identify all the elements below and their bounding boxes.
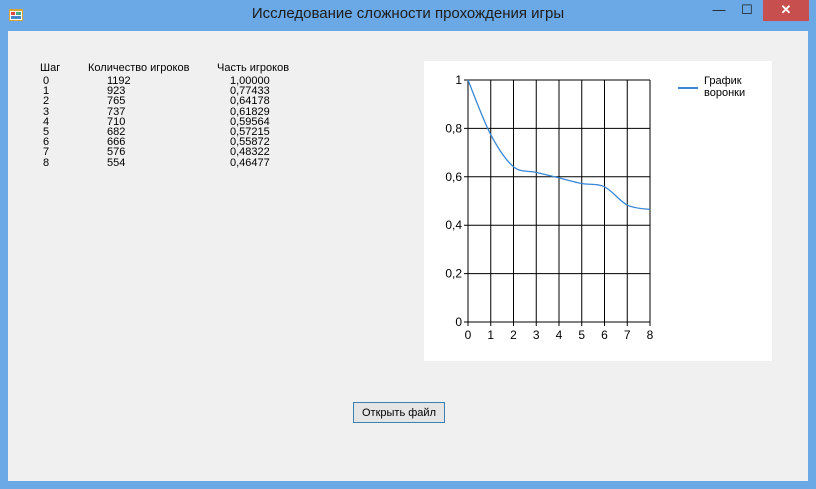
cell-fraction: 0,46477 [230,156,270,169]
cell-step: 0 [43,75,50,87]
cell-count: 710 [107,115,126,128]
window-title: Исследование сложности прохождения игры [251,5,565,22]
x-tick-label: 0 [465,328,472,342]
header-step: Шаг [40,62,61,74]
close-button[interactable]: ✕ [763,0,809,21]
client-area: Шаг Количество игроков Часть игроков 0 1… [8,31,808,481]
app-icon [9,9,23,21]
cell-step: 6 [43,136,50,149]
cell-fraction: 0,77433 [230,85,270,98]
x-tick-label: 5 [578,328,585,342]
y-tick-label: 1 [455,73,462,87]
cell-fraction: 0,61829 [230,105,270,118]
x-tick-label: 4 [556,328,563,342]
cell-step: 8 [43,156,50,169]
funnel-chart: 0 1 2 3 4 5 6 7 8 0 0,2 0,4 0,6 0,8 1 График воронки [424,61,772,361]
x-tick-label: 8 [647,328,654,342]
cell-fraction: 0,48322 [230,146,270,159]
minimize-button[interactable]: — [712,2,726,17]
series-line [467,79,651,211]
col-count: 1192 923 765 737 710 682 666 576 554 [107,75,131,169]
cell-fraction: 1,00000 [230,75,270,87]
cell-step: 3 [43,105,50,118]
header-players-fraction: Часть игроков [217,62,290,74]
cell-count: 682 [107,125,126,138]
legend-line-icon [678,87,698,89]
cell-fraction: 0,57215 [230,125,270,138]
header-players-count: Количество игроков [88,62,190,74]
x-tick-label: 2 [510,328,517,342]
y-tick-label: 0,4 [445,218,462,232]
cell-step: 4 [43,115,50,128]
y-tick-label: 0 [455,315,462,329]
y-tick-label: 0,6 [445,170,462,184]
legend-label-line: воронки [704,87,746,99]
cell-fraction: 0,55872 [230,136,270,149]
cell-count: 554 [107,156,126,169]
cell-step: 1 [43,85,50,98]
cell-step: 5 [43,125,50,138]
cell-step: 2 [43,95,50,108]
cell-step: 7 [43,146,50,159]
x-tick-label: 1 [487,328,494,342]
cell-count: 1192 [107,75,131,87]
y-tick-label: 0,8 [445,121,462,135]
y-tick-label: 0,2 [445,267,462,281]
cell-fraction: 0,59564 [230,115,270,128]
cell-count: 666 [107,136,126,149]
legend-label: График воронки [704,75,745,99]
x-tick-label: 3 [533,328,540,342]
cell-count: 576 [107,146,126,159]
cell-count: 737 [107,105,126,118]
open-file-button[interactable]: Открыть файл [353,402,445,423]
cell-fraction: 0,64178 [230,95,270,108]
x-tick-label: 7 [624,328,631,342]
x-tick-label: 6 [601,328,608,342]
chart-svg: 0 1 2 3 4 5 6 7 8 0 0,2 0,4 0,6 0,8 1 [445,73,654,342]
title-bar[interactable]: Исследование сложности прохождения игры … [0,0,816,31]
cell-count: 923 [107,85,126,98]
legend-label-line: График [704,75,742,87]
maximize-button[interactable]: ☐ [741,2,753,17]
cell-count: 765 [107,95,126,108]
col-step: 0 1 2 3 4 5 6 7 8 [43,75,50,169]
col-fraction: 1,00000 0,77433 0,64178 0,61829 0,59564 … [230,75,270,169]
